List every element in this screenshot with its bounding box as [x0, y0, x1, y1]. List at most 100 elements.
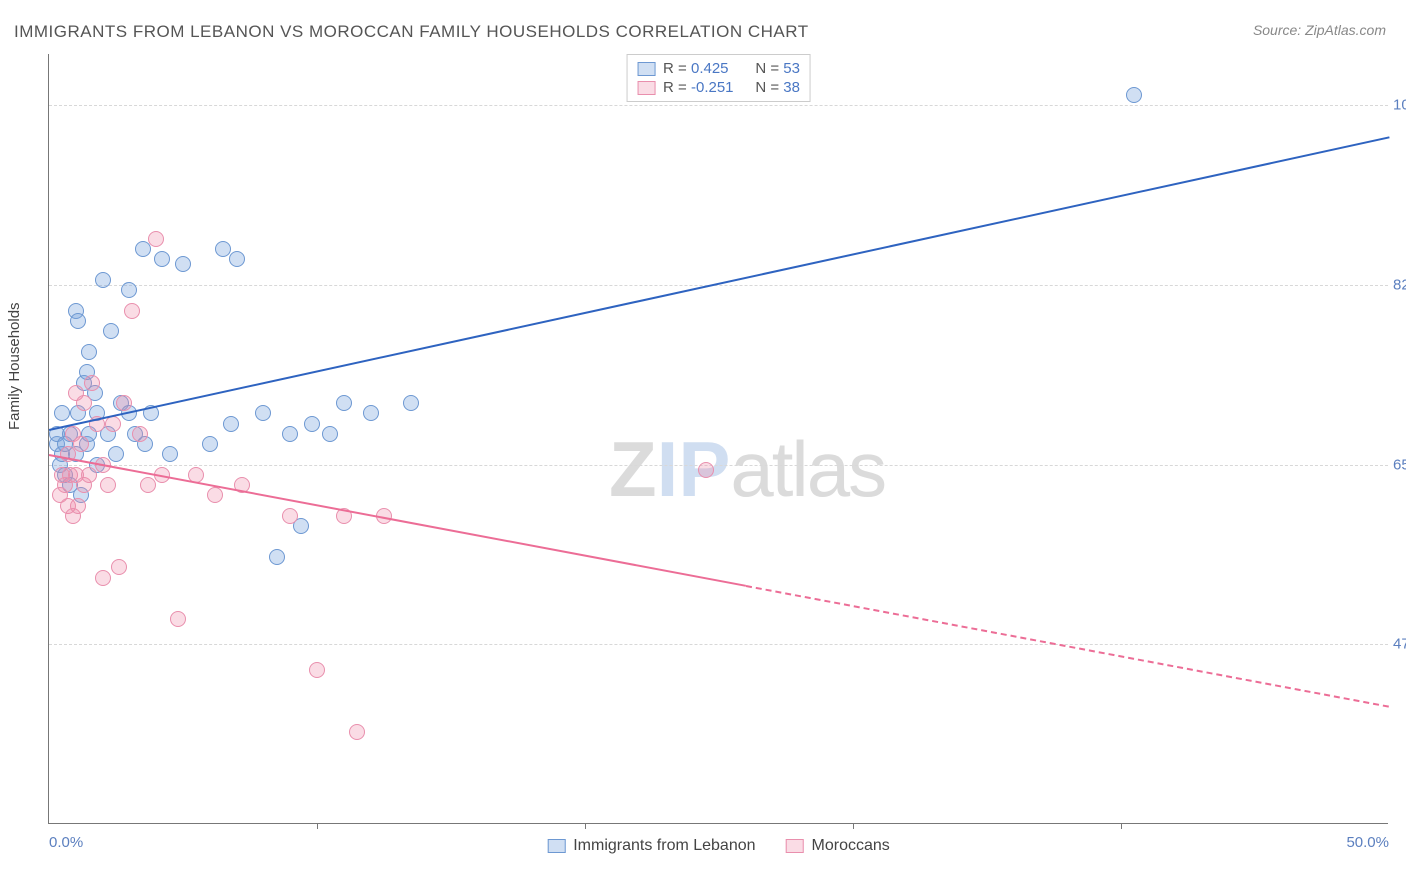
data-point-lebanon: [54, 405, 70, 421]
data-point-moroccans: [282, 508, 298, 524]
data-point-lebanon: [121, 405, 137, 421]
data-point-moroccans: [60, 446, 76, 462]
data-point-lebanon: [73, 487, 89, 503]
legend-top-row-lebanon: R = 0.425 N = 53: [637, 59, 800, 78]
legend-stat-text: R = -0.251 N = 38: [663, 79, 800, 96]
legend-swatch: [786, 839, 804, 853]
data-point-lebanon: [81, 426, 97, 442]
data-point-moroccans: [105, 416, 121, 432]
data-point-moroccans: [57, 477, 73, 493]
data-point-lebanon: [202, 436, 218, 452]
data-point-lebanon: [68, 446, 84, 462]
data-point-moroccans: [100, 477, 116, 493]
data-point-moroccans: [124, 303, 140, 319]
data-point-moroccans: [70, 498, 86, 514]
data-point-lebanon: [87, 385, 103, 401]
legend-bottom-item-moroccans: Moroccans: [786, 837, 890, 855]
data-point-lebanon: [127, 426, 143, 442]
data-point-moroccans: [148, 231, 164, 247]
data-point-lebanon: [282, 426, 298, 442]
trend-line: [49, 454, 746, 587]
data-point-lebanon: [76, 375, 92, 391]
legend-label: Moroccans: [812, 837, 890, 855]
data-point-moroccans: [68, 385, 84, 401]
data-point-lebanon: [255, 405, 271, 421]
legend-top: R = 0.425 N = 53 R = -0.251 N = 38: [626, 54, 811, 102]
data-point-lebanon: [103, 323, 119, 339]
y-tick-label: 65.0%: [1393, 456, 1406, 473]
data-point-moroccans: [336, 508, 352, 524]
data-point-lebanon: [70, 313, 86, 329]
data-point-lebanon: [1126, 87, 1142, 103]
y-axis-label: Family Households: [6, 302, 23, 430]
gridline: [49, 465, 1388, 466]
data-point-moroccans: [89, 416, 105, 432]
data-point-lebanon: [49, 426, 65, 442]
data-point-lebanon: [68, 303, 84, 319]
legend-swatch: [637, 81, 655, 95]
gridline: [49, 644, 1388, 645]
data-point-lebanon: [322, 426, 338, 442]
data-point-moroccans: [68, 467, 84, 483]
data-point-moroccans: [95, 570, 111, 586]
data-point-moroccans: [65, 426, 81, 442]
legend-top-row-moroccans: R = -0.251 N = 38: [637, 78, 800, 97]
x-tick: [317, 823, 318, 829]
watermark-rest: atlas: [730, 425, 885, 513]
plot-area: ZIPatlas R = 0.425 N = 53 R = -0.251 N = …: [48, 54, 1388, 824]
data-point-moroccans: [81, 467, 97, 483]
data-point-lebanon: [304, 416, 320, 432]
trend-line: [49, 136, 1389, 431]
data-point-lebanon: [57, 436, 73, 452]
gridline: [49, 285, 1388, 286]
data-point-lebanon: [135, 241, 151, 257]
data-point-lebanon: [143, 405, 159, 421]
data-point-lebanon: [89, 405, 105, 421]
data-point-moroccans: [188, 467, 204, 483]
data-point-moroccans: [170, 611, 186, 627]
data-point-lebanon: [162, 446, 178, 462]
legend-label: Immigrants from Lebanon: [573, 837, 755, 855]
data-point-moroccans: [309, 662, 325, 678]
data-point-lebanon: [336, 395, 352, 411]
legend-swatch: [547, 839, 565, 853]
data-point-lebanon: [81, 344, 97, 360]
data-point-lebanon: [70, 405, 86, 421]
y-tick-label: 100.0%: [1393, 97, 1406, 114]
data-point-moroccans: [207, 487, 223, 503]
data-point-lebanon: [223, 416, 239, 432]
data-point-moroccans: [52, 487, 68, 503]
data-point-lebanon: [403, 395, 419, 411]
data-point-lebanon: [363, 405, 379, 421]
data-point-moroccans: [116, 395, 132, 411]
y-tick-label: 47.5%: [1393, 636, 1406, 653]
data-point-moroccans: [349, 724, 365, 740]
x-tick-label: 0.0%: [49, 834, 83, 851]
trend-line: [746, 585, 1390, 708]
data-point-moroccans: [65, 508, 81, 524]
data-point-lebanon: [62, 426, 78, 442]
watermark-ip: IP: [657, 425, 731, 513]
data-point-lebanon: [54, 446, 70, 462]
legend-stat-text: R = 0.425 N = 53: [663, 60, 800, 77]
data-point-lebanon: [57, 467, 73, 483]
data-point-moroccans: [54, 467, 70, 483]
watermark: ZIPatlas: [609, 424, 885, 515]
data-point-moroccans: [76, 477, 92, 493]
data-point-moroccans: [111, 559, 127, 575]
data-point-lebanon: [175, 256, 191, 272]
data-point-lebanon: [215, 241, 231, 257]
data-point-moroccans: [73, 436, 89, 452]
data-point-lebanon: [269, 549, 285, 565]
data-point-lebanon: [100, 426, 116, 442]
legend-bottom-item-lebanon: Immigrants from Lebanon: [547, 837, 755, 855]
x-tick: [1121, 823, 1122, 829]
data-point-lebanon: [79, 436, 95, 452]
source-label: Source: ZipAtlas.com: [1253, 22, 1386, 38]
data-point-lebanon: [293, 518, 309, 534]
data-point-moroccans: [62, 467, 78, 483]
chart-title: IMMIGRANTS FROM LEBANON VS MOROCCAN FAMI…: [14, 22, 809, 42]
x-tick-label: 50.0%: [1346, 834, 1389, 851]
x-tick: [585, 823, 586, 829]
data-point-moroccans: [376, 508, 392, 524]
